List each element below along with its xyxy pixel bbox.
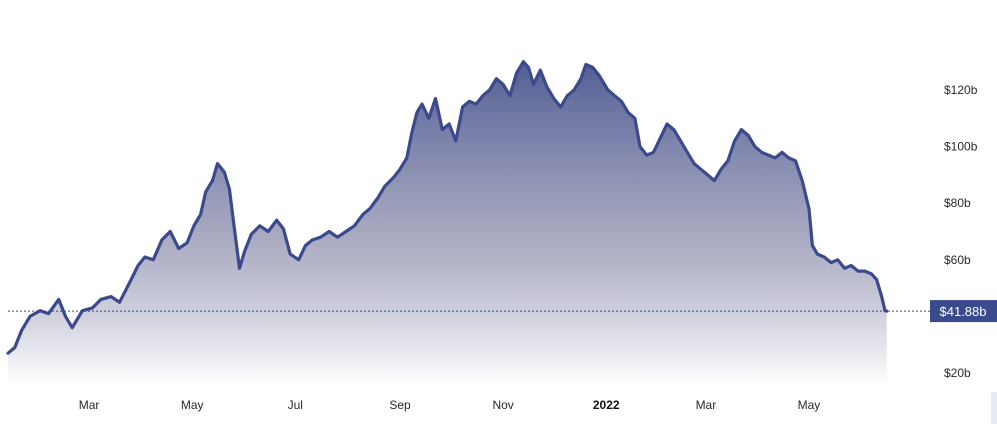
y-axis: $20b $60b $80b $100b $120b: [944, 83, 978, 380]
y-tick-label: $60b: [944, 253, 971, 267]
x-tick-label: Mar: [696, 398, 717, 412]
x-axis: Mar May Jul Sep Nov 2022 Mar May: [79, 398, 821, 412]
x-tick-label: Sep: [389, 398, 411, 412]
current-value-label: $41.88b: [940, 304, 987, 319]
current-value-badge: [930, 300, 997, 323]
x-tick-label: Mar: [79, 398, 100, 412]
x-tick-label: Jul: [288, 398, 303, 412]
x-tick-label: May: [798, 398, 821, 412]
x-tick-label: Nov: [492, 398, 513, 412]
area-layer: [8, 61, 887, 385]
area-fill: [8, 61, 887, 385]
scrollbar-stub[interactable]: [991, 392, 997, 424]
y-tick-label: $20b: [944, 366, 971, 380]
line-layer: [6, 60, 889, 355]
y-tick-label: $120b: [944, 83, 978, 97]
x-tick-label: 2022: [593, 398, 620, 412]
y-tick-label: $100b: [944, 140, 978, 154]
x-tick-label: May: [181, 398, 204, 412]
current-value-badge-layer: $41.88b: [930, 300, 997, 323]
y-tick-label: $80b: [944, 196, 971, 210]
market-cap-line: [6, 60, 889, 355]
